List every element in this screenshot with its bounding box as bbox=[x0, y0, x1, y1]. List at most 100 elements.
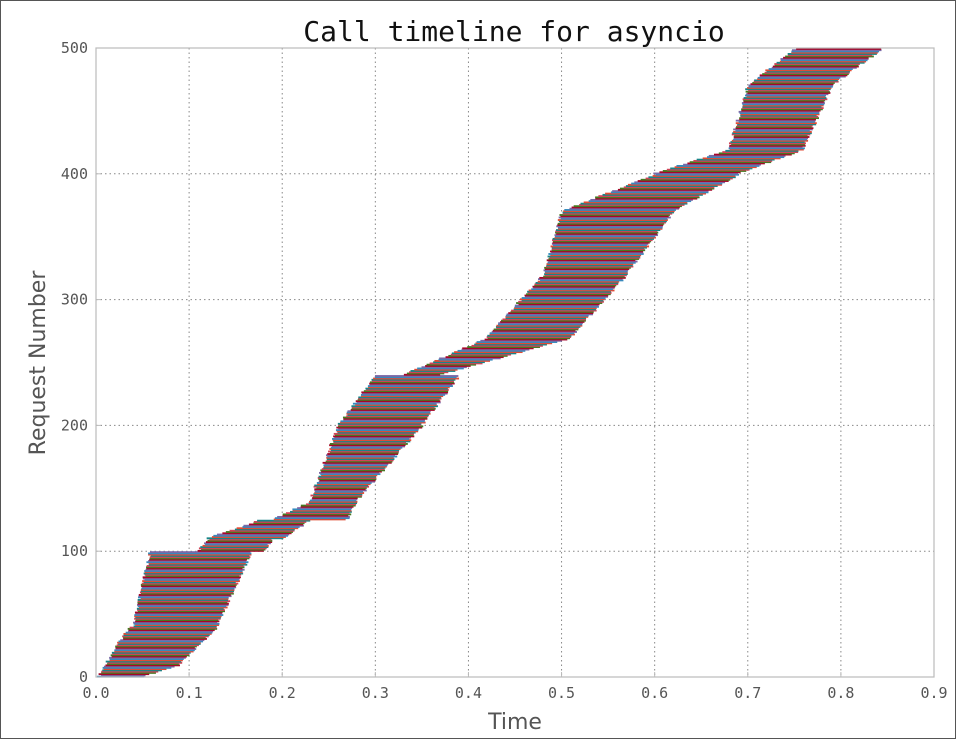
request-bar bbox=[748, 85, 833, 88]
request-bar bbox=[369, 381, 454, 384]
request-bar bbox=[352, 402, 437, 405]
request-bar bbox=[337, 422, 422, 425]
request-bar bbox=[325, 460, 393, 463]
request-bar bbox=[326, 458, 395, 460]
request-bar bbox=[371, 380, 454, 382]
request-bar bbox=[521, 297, 606, 299]
request-bar bbox=[327, 455, 398, 458]
request-bar bbox=[142, 586, 237, 589]
request-bar bbox=[114, 649, 195, 652]
request-bar bbox=[744, 94, 827, 97]
request-bar bbox=[640, 178, 731, 181]
request-bar bbox=[535, 281, 619, 284]
request-bar bbox=[527, 292, 612, 294]
request-bar bbox=[127, 630, 214, 633]
request-bar bbox=[741, 109, 821, 112]
request-bar bbox=[403, 373, 441, 376]
request-bar bbox=[115, 645, 197, 648]
request-bar bbox=[138, 595, 232, 598]
request-bar bbox=[548, 258, 640, 260]
request-bar bbox=[314, 488, 366, 491]
request-bar bbox=[329, 451, 399, 454]
request-bar bbox=[750, 83, 834, 86]
request-bar bbox=[123, 638, 207, 640]
request-bar bbox=[735, 119, 816, 122]
x-tick-label: 0.2 bbox=[269, 684, 296, 702]
request-bar bbox=[551, 248, 645, 250]
request-bar bbox=[489, 333, 575, 336]
request-bar bbox=[605, 192, 706, 195]
request-bar bbox=[109, 659, 183, 662]
request-bar bbox=[739, 117, 819, 120]
request-bar bbox=[552, 244, 647, 247]
request-bar bbox=[742, 104, 824, 107]
request-bar bbox=[689, 161, 772, 164]
request-bar bbox=[320, 473, 381, 476]
request-bar bbox=[309, 500, 358, 503]
request-bar bbox=[148, 562, 246, 565]
request-bar bbox=[546, 259, 636, 262]
request-bar bbox=[498, 323, 583, 326]
request-bar bbox=[146, 566, 245, 569]
request-bar bbox=[138, 593, 231, 596]
request-bar bbox=[335, 434, 414, 437]
request-bar bbox=[544, 266, 631, 269]
request-bar bbox=[209, 538, 272, 541]
y-tick-label: 400 bbox=[61, 165, 88, 183]
request-bar bbox=[197, 549, 264, 552]
request-bar bbox=[514, 304, 599, 307]
request-bar bbox=[134, 614, 224, 616]
request-bar bbox=[510, 310, 594, 313]
request-bar bbox=[573, 205, 682, 208]
request-bar bbox=[450, 353, 512, 356]
request-bar bbox=[123, 632, 212, 635]
request-bar bbox=[333, 440, 411, 443]
request-bar bbox=[316, 487, 367, 489]
request-bar bbox=[149, 556, 251, 559]
request-bar bbox=[137, 609, 225, 611]
request-bar bbox=[471, 344, 543, 347]
request-bar bbox=[602, 193, 703, 196]
request-bar bbox=[367, 385, 453, 387]
request-bar bbox=[652, 175, 736, 177]
request-bar bbox=[236, 527, 299, 530]
request-bar bbox=[735, 129, 810, 132]
request-bar bbox=[329, 443, 408, 445]
request-bar bbox=[141, 585, 236, 588]
request-bar bbox=[369, 382, 455, 385]
request-bar bbox=[580, 202, 688, 205]
request-bar bbox=[676, 164, 760, 167]
request-bar bbox=[434, 359, 491, 362]
request-bar bbox=[351, 406, 435, 409]
request-bar bbox=[557, 219, 668, 221]
request-bar bbox=[457, 349, 526, 352]
request-bar bbox=[115, 646, 195, 649]
request-bar bbox=[292, 508, 352, 511]
request-bar bbox=[547, 255, 641, 258]
request-bar bbox=[149, 551, 251, 554]
request-bar bbox=[740, 115, 819, 118]
request-bar bbox=[363, 390, 449, 393]
request-bar bbox=[525, 295, 609, 298]
request-bar bbox=[696, 158, 775, 161]
request-bar bbox=[140, 597, 229, 600]
request-bar bbox=[612, 190, 709, 193]
request-bar bbox=[519, 298, 605, 301]
request-bar bbox=[544, 268, 630, 271]
request-bar bbox=[101, 670, 159, 673]
request-bar bbox=[330, 449, 400, 452]
request-bar bbox=[524, 294, 609, 297]
request-bar bbox=[312, 495, 362, 498]
request-bar bbox=[554, 234, 659, 237]
request-bar bbox=[634, 181, 726, 184]
request-bar bbox=[552, 239, 653, 242]
request-bar bbox=[742, 103, 825, 106]
request-bar bbox=[148, 552, 252, 555]
request-bar bbox=[148, 553, 252, 556]
request-bar bbox=[133, 625, 217, 628]
request-bar bbox=[791, 51, 878, 54]
request-bar bbox=[708, 154, 786, 157]
request-bar bbox=[202, 544, 269, 547]
request-bar bbox=[324, 463, 389, 465]
request-bar bbox=[144, 578, 239, 581]
